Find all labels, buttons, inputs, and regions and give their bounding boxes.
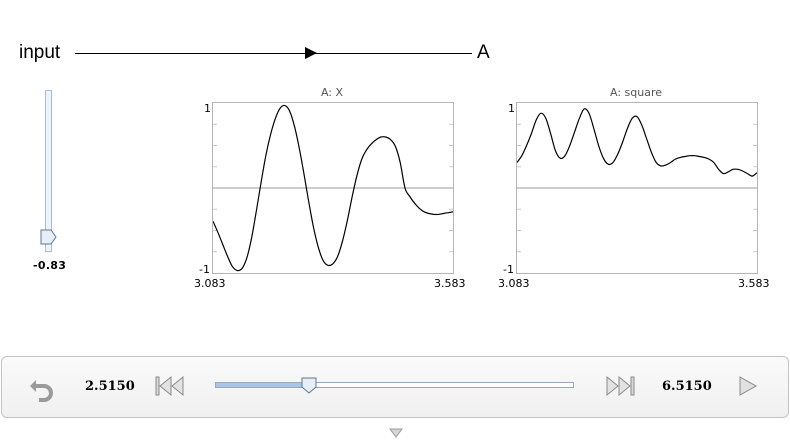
- input-slider-track[interactable]: [45, 90, 52, 252]
- plot-x-xmin-label: 3.083: [194, 277, 226, 290]
- timeline-slider-track[interactable]: [215, 382, 574, 388]
- plot-square-ymin-label: -1: [503, 263, 514, 276]
- plot-x-area[interactable]: [212, 102, 454, 274]
- connection-wire: [75, 53, 472, 54]
- skip-forward-icon[interactable]: [605, 375, 635, 401]
- start-time-label: 2.5150: [85, 379, 135, 394]
- plot-square-ymax-label: 1: [508, 102, 515, 115]
- end-time-label: 6.5150: [662, 379, 712, 394]
- series-line: [212, 104, 454, 272]
- timeline-slider-thumb[interactable]: [300, 377, 318, 399]
- input-slider-value: -0.83: [33, 259, 67, 272]
- plot-x-ymax-label: 1: [204, 102, 211, 115]
- plot-x-title: A: X: [320, 86, 344, 99]
- collapse-arrow-icon[interactable]: [389, 423, 403, 442]
- input-slider-thumb[interactable]: [40, 229, 58, 249]
- connection-arrow-icon: [305, 47, 317, 59]
- plot-square-area[interactable]: [516, 102, 758, 274]
- plot-square-xmin-label: 3.083: [498, 277, 530, 290]
- ensemble-node-label[interactable]: A: [477, 42, 490, 63]
- series-line: [516, 108, 758, 177]
- plot-x-svg: [212, 104, 454, 272]
- input-node-label[interactable]: input: [19, 42, 61, 63]
- plot-square-xmax-label: 3.583: [738, 277, 770, 290]
- undo-icon[interactable]: [27, 372, 57, 406]
- plot-square-title: A: square: [609, 86, 662, 99]
- play-icon[interactable]: [737, 375, 759, 401]
- plot-square-svg: [516, 108, 758, 253]
- plot-x-xmax-label: 3.583: [434, 277, 466, 290]
- timeline-slider-fill: [216, 383, 309, 387]
- skip-back-icon[interactable]: [155, 375, 185, 401]
- plot-x-ymin-label: -1: [199, 263, 210, 276]
